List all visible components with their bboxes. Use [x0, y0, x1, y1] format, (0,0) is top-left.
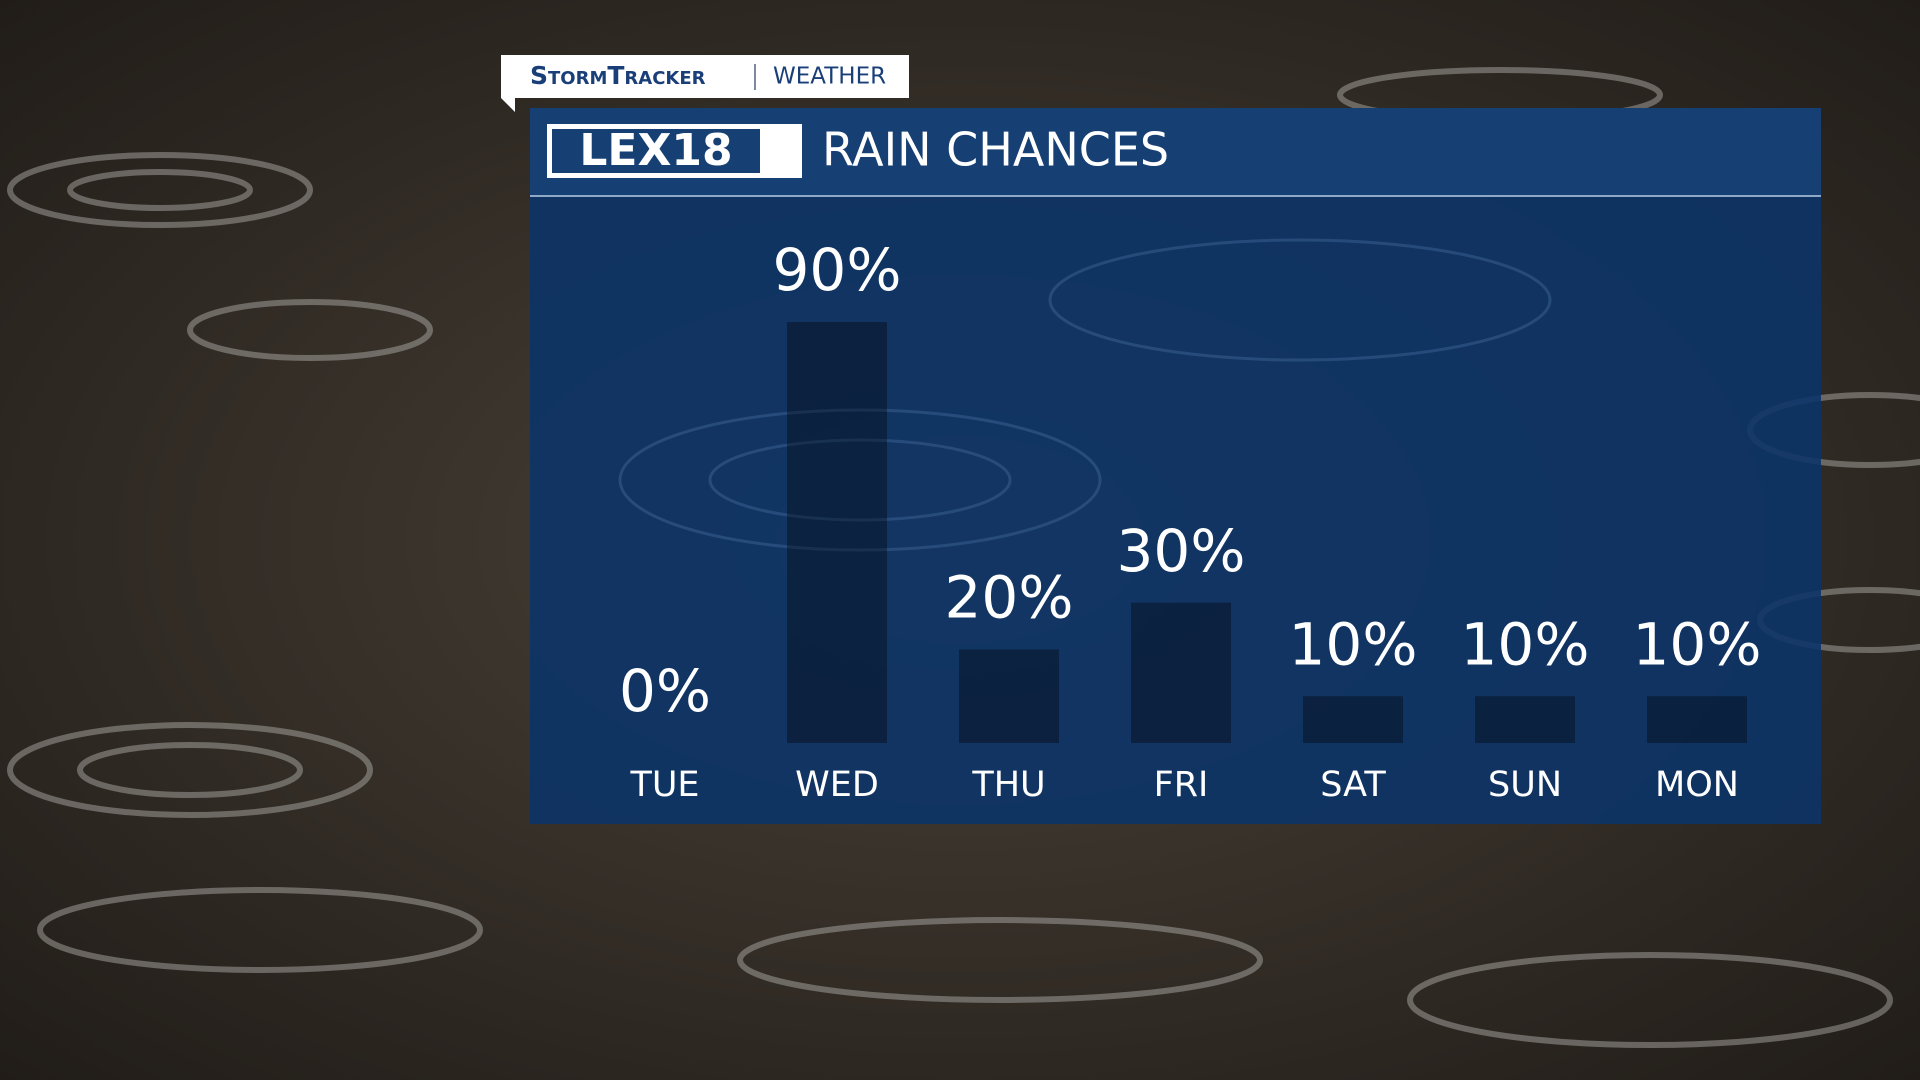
value-label: 30% — [1117, 517, 1246, 585]
x-tick-label: SAT — [1320, 765, 1386, 805]
value-label: 20% — [945, 564, 1074, 632]
x-tick-label: WED — [795, 765, 879, 805]
brand: StormTracker — [530, 61, 706, 90]
logo: LEX18 — [579, 125, 732, 176]
x-tick-label: MON — [1655, 765, 1739, 805]
chart-title: RAIN CHANCES — [822, 123, 1169, 177]
panel-ripples — [618, 238, 1552, 552]
x-tick-label: SUN — [1488, 765, 1562, 805]
value-label: 10% — [1633, 610, 1762, 678]
logo-inner — [552, 129, 760, 173]
bar-shade — [1475, 696, 1575, 743]
value-label: 10% — [1461, 610, 1590, 678]
section: WEATHER — [773, 64, 886, 90]
bar-shade — [1303, 696, 1403, 743]
chart-panel — [530, 108, 1821, 824]
brand-tab — [501, 55, 909, 112]
bar-shade — [959, 649, 1059, 743]
x-tick-label: THU — [971, 765, 1045, 805]
value-label: 90% — [773, 236, 902, 304]
x-tick-label: TUE — [629, 765, 699, 805]
value-label: 10% — [1289, 610, 1418, 678]
value-label: 0% — [619, 657, 711, 725]
bar-shade — [1131, 602, 1231, 743]
bar-shade — [1647, 696, 1747, 743]
bar-shade — [787, 322, 887, 743]
x-tick-label: FRI — [1154, 765, 1209, 805]
